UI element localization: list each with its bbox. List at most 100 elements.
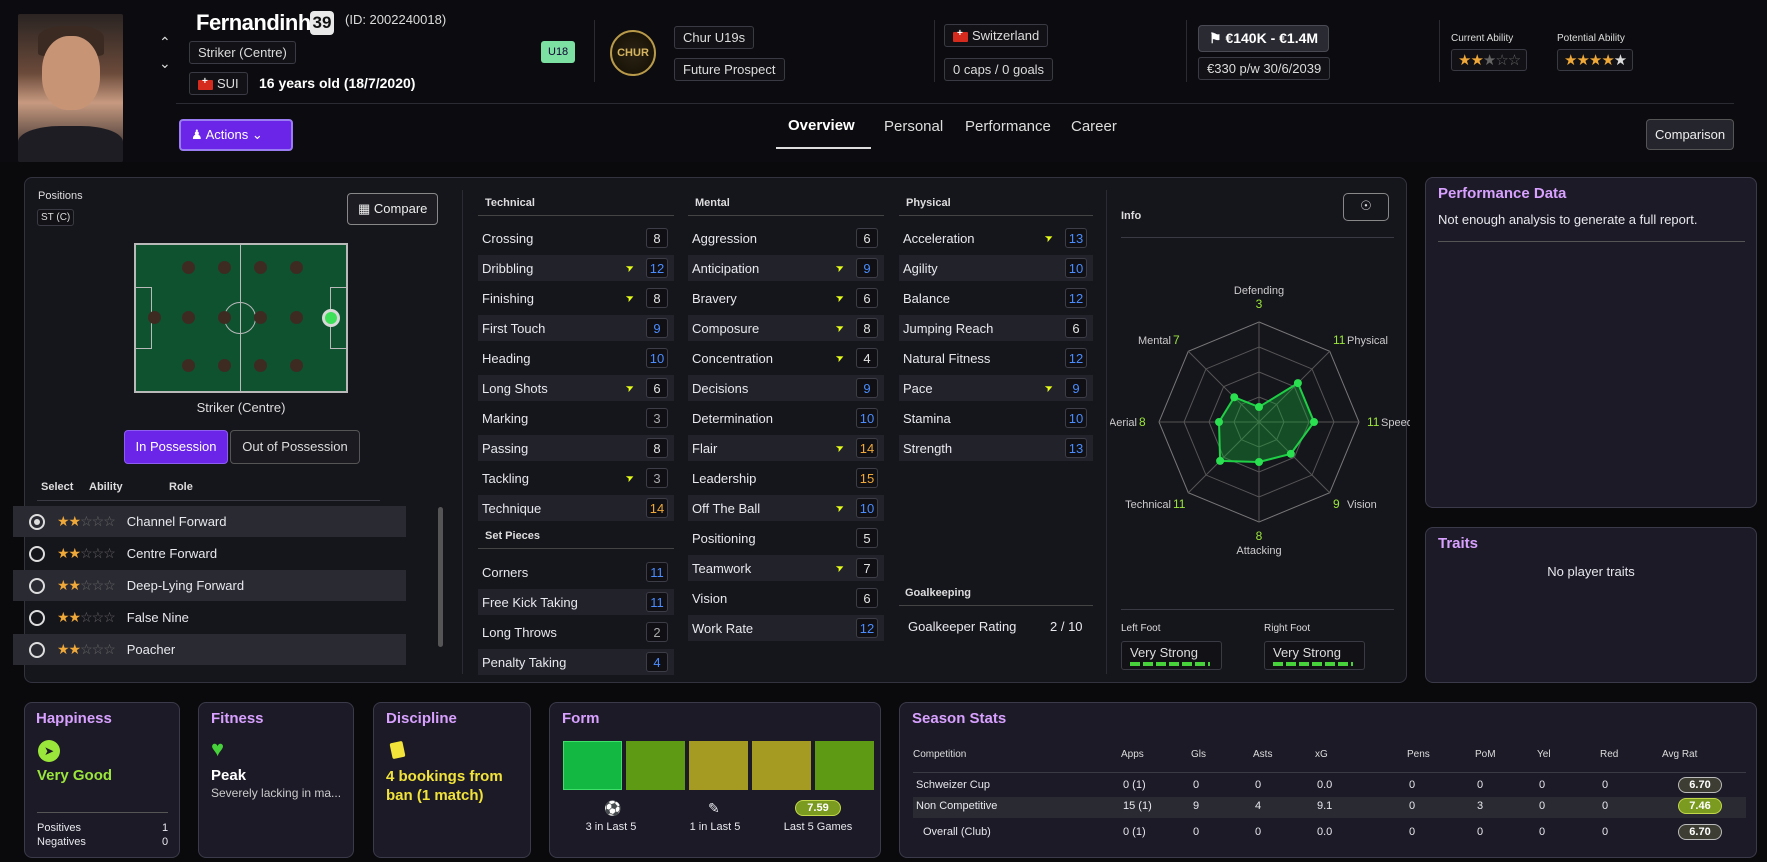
position-dot[interactable] bbox=[290, 261, 303, 274]
squad-badge[interactable]: U18 bbox=[541, 41, 576, 63]
attribute-row[interactable]: Strength 13 bbox=[899, 435, 1093, 461]
form-match-box[interactable] bbox=[563, 741, 622, 790]
radio-button[interactable] bbox=[29, 641, 45, 658]
comparison-button[interactable]: Comparison bbox=[1646, 119, 1735, 150]
position-dot[interactable] bbox=[218, 359, 231, 372]
form-match-box[interactable] bbox=[815, 741, 874, 790]
stats-row[interactable] bbox=[913, 797, 1746, 818]
position-dot[interactable] bbox=[254, 311, 267, 324]
profile-icon[interactable]: ☉ bbox=[1343, 193, 1389, 221]
attribute-row[interactable]: Decisions 9 bbox=[688, 375, 884, 401]
attribute-row[interactable]: Leadership 15 bbox=[688, 465, 884, 491]
attribute-row[interactable]: Bravery ➤ 6 bbox=[688, 285, 884, 311]
role-row[interactable]: ★★☆☆☆ Poacher bbox=[13, 634, 406, 665]
attribute-row[interactable]: Crossing 8 bbox=[478, 225, 674, 251]
discipline-card[interactable] bbox=[373, 702, 531, 858]
attribute-row[interactable]: Marking 3 bbox=[478, 405, 674, 431]
stats-column-header[interactable]: Apps bbox=[1121, 749, 1144, 760]
radio-button[interactable] bbox=[29, 513, 45, 530]
position-dot[interactable] bbox=[254, 261, 267, 274]
role-row[interactable]: ★★☆☆☆ Centre Forward bbox=[13, 538, 406, 569]
stats-column-header[interactable]: Avg Rat bbox=[1662, 749, 1698, 760]
attribute-row[interactable]: Free Kick Taking 11 bbox=[478, 589, 674, 615]
attribute-row[interactable]: Acceleration ➤ 13 bbox=[899, 225, 1093, 251]
stats-column-header[interactable]: Asts bbox=[1253, 749, 1273, 760]
club-logo[interactable]: CHUR bbox=[610, 30, 656, 76]
role-row[interactable]: ★★☆☆☆ Deep-Lying Forward bbox=[13, 570, 406, 601]
radio-button[interactable] bbox=[29, 577, 45, 594]
attribute-row[interactable]: Stamina 10 bbox=[899, 405, 1093, 431]
position-dot[interactable] bbox=[182, 359, 195, 372]
attribute-row[interactable]: Composure ➤ 8 bbox=[688, 315, 884, 341]
radio-button[interactable] bbox=[29, 545, 45, 562]
attribute-row[interactable]: Positioning 5 bbox=[688, 525, 884, 551]
stats-column-header[interactable]: Pens bbox=[1407, 749, 1430, 760]
attribute-row[interactable]: Teamwork ➤ 7 bbox=[688, 555, 884, 581]
position-dot[interactable] bbox=[218, 261, 231, 274]
position-dot[interactable] bbox=[218, 311, 231, 324]
attribute-row[interactable]: Dribbling ➤ 12 bbox=[478, 255, 674, 281]
stats-column-header[interactable]: Yel bbox=[1537, 749, 1551, 760]
attribute-row[interactable]: Agility 10 bbox=[899, 255, 1093, 281]
position-dot[interactable] bbox=[148, 311, 161, 324]
attribute-row[interactable]: Aggression 6 bbox=[688, 225, 884, 251]
attribute-row[interactable]: Corners 11 bbox=[478, 559, 674, 585]
position-dot[interactable] bbox=[290, 359, 303, 372]
position-dot[interactable] bbox=[182, 261, 195, 274]
striker-position-dot[interactable] bbox=[322, 309, 340, 327]
stats-column-header[interactable]: Competition bbox=[913, 749, 967, 760]
country-box[interactable]: Switzerland bbox=[944, 24, 1049, 47]
attribute-row[interactable]: Anticipation ➤ 9 bbox=[688, 255, 884, 281]
attribute-row[interactable]: Technique 14 bbox=[478, 495, 674, 521]
attribute-row[interactable]: First Touch 9 bbox=[478, 315, 674, 341]
chevron-down-icon[interactable]: ⌄ bbox=[159, 55, 171, 71]
attribute-row[interactable]: Passing 8 bbox=[478, 435, 674, 461]
radio-button[interactable] bbox=[29, 609, 45, 626]
attribute-row[interactable]: Finishing ➤ 8 bbox=[478, 285, 674, 311]
attribute-row[interactable]: Flair ➤ 14 bbox=[688, 435, 884, 461]
position-dot[interactable] bbox=[254, 359, 267, 372]
form-match-box[interactable] bbox=[689, 741, 748, 790]
season-stats-card[interactable] bbox=[899, 702, 1757, 858]
actions-button[interactable]: ♟ Actions ⌄ bbox=[179, 119, 293, 151]
tab-personal[interactable]: Personal bbox=[884, 118, 944, 135]
attribute-row[interactable]: Determination 10 bbox=[688, 405, 884, 431]
player-age: 16 years old (18/7/2020) bbox=[259, 75, 416, 91]
chevron-up-icon[interactable]: ⌃ bbox=[159, 34, 171, 50]
stats-column-header[interactable]: xG bbox=[1315, 749, 1328, 760]
stats-column-header[interactable]: Red bbox=[1600, 749, 1619, 760]
tab-performance[interactable]: Performance bbox=[965, 118, 1051, 135]
fitness-card[interactable] bbox=[198, 702, 354, 858]
tab-career[interactable]: Career bbox=[1071, 118, 1117, 135]
happiness-card[interactable] bbox=[24, 702, 180, 858]
out-possession-button[interactable]: Out of Possession bbox=[230, 430, 360, 464]
attribute-row[interactable]: Concentration ➤ 4 bbox=[688, 345, 884, 371]
tab-overview[interactable]: Overview bbox=[788, 117, 855, 134]
role-row[interactable]: ★★☆☆☆ False Nine bbox=[13, 602, 406, 633]
compare-button[interactable]: ▦ Compare bbox=[347, 193, 439, 225]
attribute-row[interactable]: Vision 6 bbox=[688, 585, 884, 611]
club-box[interactable]: Chur U19s bbox=[674, 26, 755, 49]
form-match-box[interactable] bbox=[752, 741, 811, 790]
position-dot[interactable] bbox=[290, 311, 303, 324]
attribute-row[interactable]: Tackling ➤ 3 bbox=[478, 465, 674, 491]
attribute-row[interactable]: Natural Fitness 12 bbox=[899, 345, 1093, 371]
roles-scrollbar[interactable] bbox=[438, 507, 443, 647]
role-row[interactable]: ★★☆☆☆ Channel Forward bbox=[13, 506, 406, 537]
attribute-row[interactable]: Heading 10 bbox=[478, 345, 674, 371]
stats-column-header[interactable]: PoM bbox=[1475, 749, 1496, 760]
attribute-row[interactable]: Jumping Reach 6 bbox=[899, 315, 1093, 341]
attribute-row[interactable]: Long Throws 2 bbox=[478, 619, 674, 645]
value-box[interactable]: ⚑ €140K - €1.4M bbox=[1198, 25, 1330, 52]
attribute-name: Tackling bbox=[482, 470, 529, 486]
attribute-row[interactable]: Balance 12 bbox=[899, 285, 1093, 311]
attribute-row[interactable]: Pace ➤ 9 bbox=[899, 375, 1093, 401]
attribute-row[interactable]: Off The Ball ➤ 10 bbox=[688, 495, 884, 521]
attribute-row[interactable]: Work Rate 12 bbox=[688, 615, 884, 641]
position-dot[interactable] bbox=[182, 311, 195, 324]
stats-column-header[interactable]: Gls bbox=[1191, 749, 1206, 760]
attribute-row[interactable]: Long Shots ➤ 6 bbox=[478, 375, 674, 401]
form-match-box[interactable] bbox=[626, 741, 685, 790]
in-possession-button[interactable]: In Possession bbox=[124, 430, 228, 464]
attribute-row[interactable]: Penalty Taking 4 bbox=[478, 649, 674, 675]
